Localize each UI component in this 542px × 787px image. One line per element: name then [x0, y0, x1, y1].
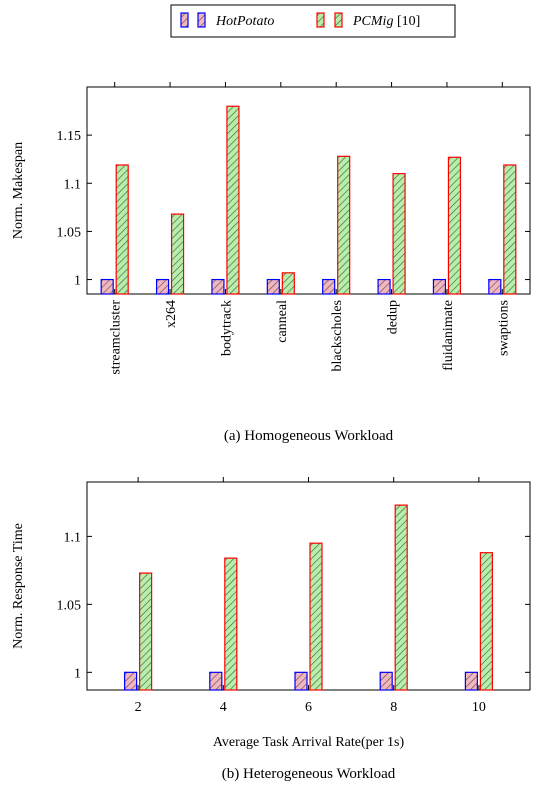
a-bar-pcmig [170, 213, 185, 295]
a-bar-hotpotato [488, 278, 502, 295]
chart-b-ylabel: Norm. Response Time [11, 523, 26, 649]
a-bar-pcmig [392, 173, 406, 295]
legend-swatch-hotpotato-2 [197, 12, 206, 28]
legend-entry-hotpotato: HotPotato [180, 12, 274, 29]
b-bar-hotpotato [379, 671, 393, 691]
b-bar-hotpotato [209, 671, 223, 691]
b-ytick-label: 1 [74, 666, 81, 681]
b-bar-pcmig [394, 504, 408, 691]
chart-a-labels: 1 1.05 1.1 1.15 streamcluster x264 bodytrack ca… [57, 129, 512, 375]
a-xtick-label: canneal [275, 300, 290, 343]
chart-a-bars [100, 105, 517, 295]
a-bar-pcmig [281, 272, 295, 295]
a-ytick-label: 1 [74, 274, 81, 289]
b-ytick-label: 1.1 [64, 530, 82, 545]
a-ytick-label: 1.15 [57, 129, 82, 144]
b-xtick-label: 2 [135, 700, 142, 715]
b-plot-frame [86, 481, 531, 691]
legend-label-pcmig-name: PCMig [352, 14, 393, 29]
legend-box [170, 4, 456, 38]
b-xtick-label: 10 [472, 700, 486, 715]
chart-b-bars [124, 504, 493, 691]
legend-label-pcmig: PCMig [10] [352, 14, 420, 29]
a-xtick-label: swaptions [496, 300, 511, 356]
chart-a-caption: (a) Homogeneous Workload [224, 428, 394, 444]
legend-label-pcmig-ref: [10] [393, 14, 420, 29]
b-bar-hotpotato [294, 671, 308, 691]
b-bar-hotpotato [124, 671, 138, 691]
b-bar-pcmig [139, 572, 153, 691]
a-bar-pcmig [115, 164, 129, 295]
legend-entry-pcmig: PCMig [10] [316, 12, 420, 29]
a-plot-frame [86, 86, 531, 295]
chart-b-caption: (b) Heterogeneous Workload [222, 766, 396, 782]
legend-swatch-hotpotato-1 [180, 12, 189, 28]
a-ytick-label: 1.05 [57, 225, 82, 240]
b-xtick-label: 6 [305, 700, 312, 715]
a-bar-hotpotato [322, 278, 336, 295]
a-bar-hotpotato [266, 278, 280, 295]
b-bar-pcmig [479, 552, 493, 691]
a-xtick-label: streamcluster [109, 300, 124, 375]
b-ytick-label: 1.05 [57, 598, 82, 613]
chart-a-axes [86, 82, 531, 295]
chart-homogeneous: 1 1.05 1.1 1.15 streamcluster x264 bodytrack ca… [11, 82, 531, 444]
b-bar-pcmig [309, 542, 323, 691]
a-bar-hotpotato [377, 278, 391, 295]
a-ytick-label: 1.1 [64, 177, 82, 192]
a-xtick-label: dedup [386, 300, 401, 334]
a-xtick-label: blackscholes [330, 300, 345, 372]
chart-b-axes [86, 477, 531, 691]
legend: HotPotato PCMig [10] [170, 4, 456, 38]
a-bar-pcmig [503, 164, 517, 295]
a-bar-hotpotato [155, 278, 170, 295]
chart-a-ylabel: Norm. Makespan [11, 142, 26, 239]
a-bar-pcmig [337, 155, 351, 295]
a-bar-pcmig [447, 156, 462, 295]
a-bar-hotpotato [211, 278, 225, 295]
b-bar-pcmig [224, 557, 238, 691]
chart-heterogeneous: 1 1.05 1.1 2 4 6 8 10 Norm. Response Time Avera… [11, 477, 531, 782]
legend-label-hotpotato: HotPotato [215, 14, 274, 29]
b-xtick-label: 8 [390, 700, 397, 715]
a-xtick-label: bodytrack [219, 300, 234, 356]
a-xtick-label: x264 [164, 300, 179, 328]
a-bar-hotpotato [100, 278, 114, 295]
legend-swatch-pcmig-1 [316, 12, 325, 28]
a-bar-pcmig [226, 105, 240, 295]
b-bar-hotpotato [464, 671, 478, 691]
b-xtick-label: 4 [220, 700, 227, 715]
a-xtick-label: fluidanimate [441, 300, 456, 371]
chart-b-labels: 1 1.05 1.1 2 4 6 8 10 [57, 530, 486, 715]
chart-b-xlabel: Average Task Arrival Rate(per 1s) [213, 735, 405, 750]
a-bar-hotpotato [432, 278, 447, 295]
legend-swatch-pcmig-2 [334, 12, 343, 28]
